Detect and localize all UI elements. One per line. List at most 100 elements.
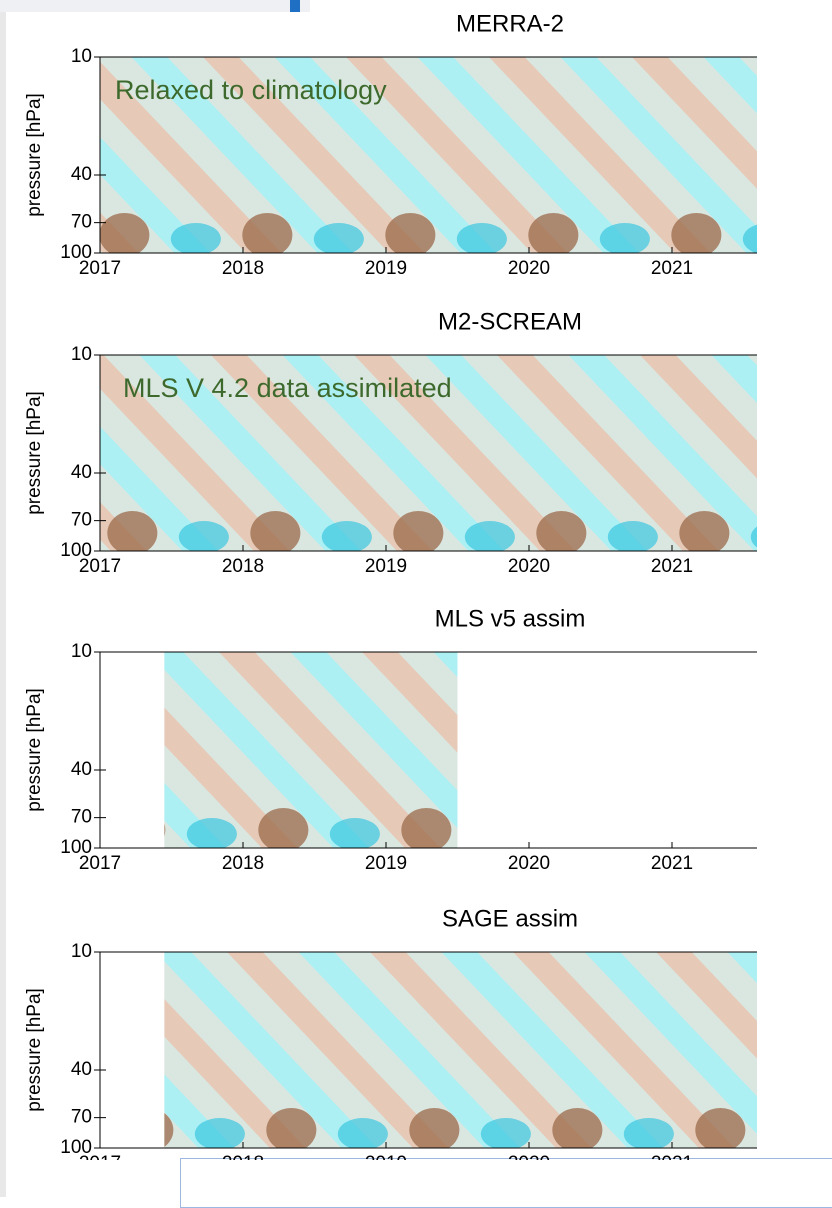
contour-core [107, 511, 158, 551]
contour-band [164, 961, 342, 1148]
contour-band [211, 355, 433, 551]
contour-band [191, 952, 413, 1148]
contour-band [577, 652, 758, 848]
chart-title: M2-SCREAM [438, 308, 582, 335]
contour-band [167, 57, 389, 253]
contour-core [329, 818, 380, 848]
chart-title: MLS v5 assim [435, 605, 586, 632]
contour-band [612, 652, 757, 848]
contour-band [175, 355, 397, 551]
contour-band [513, 952, 735, 1148]
contour-band [648, 652, 757, 848]
contour-core [464, 521, 515, 551]
contour-core [266, 1108, 317, 1148]
y-tick-label: 70 [71, 212, 92, 233]
contour-band [298, 952, 521, 1148]
y-tick-label: 10 [71, 941, 92, 962]
contour-band [667, 57, 757, 152]
left-border [0, 0, 6, 1197]
contour-core [194, 1118, 245, 1148]
contour-band [354, 355, 576, 551]
y-tick-label: 40 [71, 759, 92, 780]
chart-title: MERRA-2 [456, 10, 564, 37]
contour-band [246, 355, 469, 551]
x-tick-label: 2018 [222, 258, 264, 279]
y-tick-label: 70 [71, 807, 92, 828]
contour-core [473, 818, 523, 850]
annotation: MLS V 4.2 data assimilated [123, 373, 452, 403]
contour-band [477, 952, 699, 1148]
contour-core [409, 1108, 460, 1148]
contour-band [0, 355, 4, 551]
contour-band [183, 652, 405, 848]
contour-band [346, 57, 568, 253]
contour-band [274, 57, 497, 253]
y-tick-label: 40 [71, 1059, 92, 1080]
contour-field [0, 952, 757, 1148]
contour-core [687, 808, 737, 852]
contour-band [656, 952, 757, 1059]
x-tick-label: 2019 [365, 853, 407, 874]
y-tick-label: 70 [71, 1107, 92, 1128]
contour-band [326, 652, 458, 791]
y-tick-label: 10 [71, 46, 92, 67]
contour-core [599, 223, 650, 253]
contour-band [405, 952, 628, 1148]
contour-band [441, 952, 664, 1148]
y-axis-label: pressure [hPa] [24, 688, 45, 812]
contour-band [0, 652, 119, 848]
contour-band [739, 57, 757, 76]
contour-band [620, 952, 757, 1097]
x-tick-label: 2020 [508, 556, 550, 577]
contour-band [604, 355, 757, 517]
contour-band [640, 355, 757, 479]
contour-core [456, 223, 507, 253]
y-tick-label: 10 [71, 344, 92, 365]
contour-band [103, 355, 326, 551]
contour-core [536, 511, 587, 551]
contour-core [242, 213, 293, 253]
contour-core [258, 808, 309, 848]
chart-title: SAGE assim [442, 905, 578, 932]
y-axis-label: pressure [hPa] [24, 93, 45, 217]
contour-field [0, 355, 757, 555]
contour-core [742, 224, 757, 253]
x-tick-label: 2018 [222, 853, 264, 874]
x-tick-label: 2019 [365, 1153, 407, 1160]
figure: 104070100201720182019202020212022MERRA-2… [0, 10, 758, 1160]
contour-band [632, 57, 757, 189]
x-tick-label: 2018 [222, 1153, 264, 1160]
contour-band [164, 999, 306, 1148]
contour-core [100, 213, 150, 253]
contour-band [139, 355, 362, 551]
x-tick-label: 2017 [79, 258, 121, 279]
x-tick-label: 2017 [79, 1153, 121, 1160]
contour-core [385, 213, 436, 253]
contour-core [623, 1118, 674, 1148]
contour-band [596, 57, 757, 227]
contour-band [532, 355, 755, 551]
contour-core [616, 818, 666, 850]
contour-band [691, 952, 757, 1021]
x-tick-label: 2021 [651, 556, 693, 577]
y-tick-label: 100 [60, 540, 92, 561]
contour-band [0, 952, 20, 1148]
y-tick-label: 100 [60, 1137, 92, 1158]
y-tick-label: 100 [60, 837, 92, 858]
contour-band [254, 652, 458, 848]
contour-band [282, 355, 505, 551]
contour-band [100, 57, 318, 253]
contour-core [164, 823, 166, 837]
contour-band [164, 1112, 199, 1148]
contour-band [417, 57, 640, 253]
contour-core [528, 213, 579, 253]
top-bar [0, 0, 310, 12]
x-tick-label: 2017 [79, 853, 121, 874]
contour-core [178, 521, 229, 551]
contour-core [0, 511, 14, 555]
contour-band [381, 57, 604, 253]
contour-band [489, 57, 711, 253]
y-tick-label: 70 [71, 510, 92, 531]
contour-band [370, 952, 592, 1148]
